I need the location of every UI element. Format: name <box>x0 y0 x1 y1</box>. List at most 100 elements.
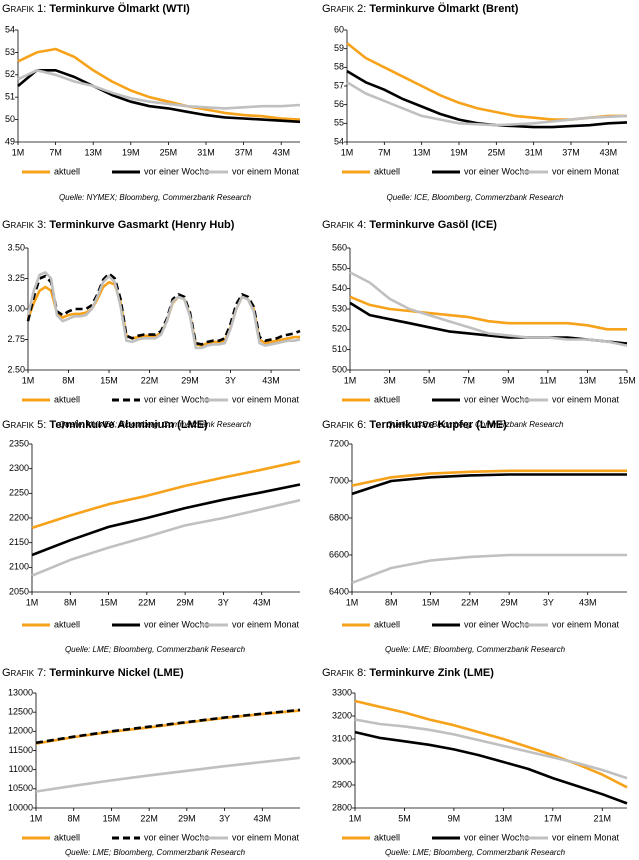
chart-label: Grafik 5: <box>2 419 46 431</box>
x-tick-label: 13M <box>84 147 102 157</box>
series-line <box>31 498 301 577</box>
x-tick-label: 15M <box>100 597 118 607</box>
series-line <box>351 473 627 496</box>
chart-label: Grafik 2: <box>322 3 366 15</box>
chart-label: Grafik 7: <box>2 667 46 679</box>
chart-heading: Grafik 8: Terminkurve Zink (LME) <box>322 667 494 679</box>
y-tick-label: 3000 <box>332 756 352 766</box>
y-tick-label: 2800 <box>332 802 352 812</box>
y-tick-label: 54 <box>5 24 15 34</box>
y-tick-label: 58 <box>334 62 344 72</box>
y-tick-label: 2150 <box>9 537 29 547</box>
y-tick-label: 13000 <box>8 687 33 697</box>
y-tick-label: 50 <box>5 114 15 124</box>
y-tick-label: 11000 <box>9 764 33 774</box>
x-tick-label: 22M <box>141 375 159 385</box>
x-tick-label: 19M <box>122 147 140 157</box>
y-tick-label: 2100 <box>9 562 29 572</box>
y-tick-label: 2300 <box>9 463 29 473</box>
chart-label: Grafik 6: <box>322 419 366 431</box>
legend-label: aktuell <box>374 832 400 842</box>
chart-panel: Grafik 4: Terminkurve Gasöl (ICE) 500 510 5… <box>322 219 636 429</box>
x-tick-label: 43M <box>272 147 290 157</box>
chart-heading: Grafik 5: Terminkurve Aluminium (LME) <box>2 419 208 431</box>
x-tick-label: 21M <box>594 813 612 823</box>
series-line <box>35 756 301 793</box>
y-tick-label: 510 <box>332 344 347 354</box>
x-tick-label: 1M <box>22 375 35 385</box>
chart-label: Grafik 3: <box>2 219 46 231</box>
y-tick-label: 11500 <box>9 745 33 755</box>
legend-label: vor einem Monat <box>232 619 300 629</box>
chart-title: Terminkurve Gasöl (ICE) <box>369 219 497 231</box>
y-tick-label: 540 <box>332 283 347 293</box>
x-tick-label: 7M <box>378 147 391 157</box>
series-line <box>346 42 627 121</box>
x-tick-label: 25M <box>160 147 178 157</box>
x-tick-label: 43M <box>254 813 272 823</box>
chart-panel: Grafik 1: Terminkurve Ölmarkt (WTI) 49 50 5… <box>2 2 301 202</box>
chart-title: Terminkurve Nickel (LME) <box>49 667 184 679</box>
x-tick-label: 15M <box>422 597 440 607</box>
y-tick-label: 3300 <box>332 687 352 697</box>
y-tick-label: 3.25 <box>7 273 25 283</box>
x-tick-label: 37M <box>235 147 253 157</box>
y-tick-label: 500 <box>332 364 347 374</box>
y-tick-label: 2.75 <box>7 334 25 344</box>
x-tick-label: 17M <box>544 813 562 823</box>
x-tick-label: 7M <box>462 375 475 385</box>
x-tick-label: 5M <box>423 375 436 385</box>
x-tick-label: 13M <box>579 375 597 385</box>
y-tick-label: 6400 <box>329 586 349 596</box>
chart-source: Quelle: LME; Bloomberg, Commerzbank Rese… <box>385 645 566 654</box>
x-tick-label: 9M <box>502 375 515 385</box>
series-line <box>349 271 628 347</box>
chart-title: Terminkurve Ölmarkt (Brent) <box>369 2 518 15</box>
x-tick-label: 1M <box>346 597 359 607</box>
series-line <box>351 553 627 585</box>
chart-heading: Grafik 3: Terminkurve Gasmarkt (Henry Hu… <box>2 219 235 231</box>
legend-label: aktuell <box>374 166 400 176</box>
chart-heading: Grafik 7: Terminkurve Nickel (LME) <box>2 667 184 679</box>
series-line <box>354 730 628 805</box>
legend-label: vor einer Woche <box>144 619 209 629</box>
x-tick-label: 13M <box>495 813 513 823</box>
y-tick-label: 10500 <box>8 783 33 793</box>
chart-panel: Grafik 7: Terminkurve Nickel (LME)100001… <box>2 667 301 857</box>
y-tick-label: 6800 <box>329 512 349 522</box>
y-tick-label: 7200 <box>329 438 349 448</box>
x-tick-label: 8M <box>62 375 75 385</box>
series-line <box>17 69 301 110</box>
chart-title: Terminkurve Aluminium (LME) <box>49 419 208 431</box>
x-tick-label: 31M <box>197 147 215 157</box>
legend-label: vor einem Monat <box>232 832 300 842</box>
x-tick-label: 43M <box>579 597 597 607</box>
x-tick-label: 43M <box>262 375 280 385</box>
chart-heading: Grafik 2: Terminkurve Ölmarkt (Brent) <box>322 2 519 15</box>
chart-title: Terminkurve Gasmarkt (Henry Hub) <box>49 219 234 231</box>
legend-label: vor einem Monat <box>552 619 620 629</box>
x-tick-label: 3Y <box>219 813 230 823</box>
y-tick-label: 6600 <box>329 549 349 559</box>
legend-label: aktuell <box>374 619 400 629</box>
legend-label: vor einer Woche <box>464 166 529 176</box>
series-line <box>31 483 301 557</box>
x-tick-label: 7M <box>49 147 62 157</box>
y-tick-label: 12500 <box>8 707 33 717</box>
y-tick-label: 2200 <box>9 512 29 522</box>
y-tick-label: 3200 <box>332 710 352 720</box>
y-tick-label: 2250 <box>9 488 29 498</box>
legend-label: aktuell <box>54 394 80 404</box>
chart-panel: Grafik 2: Terminkurve Ölmarkt (Brent) 54 5… <box>322 2 628 202</box>
x-tick-label: 29M <box>176 597 194 607</box>
legend-label: vor einer Woche <box>144 166 209 176</box>
x-tick-label: 11M <box>539 375 556 385</box>
x-tick-label: 15M <box>618 375 636 385</box>
x-tick-label: 22M <box>461 597 479 607</box>
chart-heading: Grafik 1: Terminkurve Ölmarkt (WTI) <box>2 2 190 15</box>
legend-label: vor einer Woche <box>464 394 529 404</box>
x-tick-label: 3M <box>383 375 396 385</box>
y-tick-label: 530 <box>332 303 347 313</box>
x-tick-label: 1M <box>30 813 43 823</box>
